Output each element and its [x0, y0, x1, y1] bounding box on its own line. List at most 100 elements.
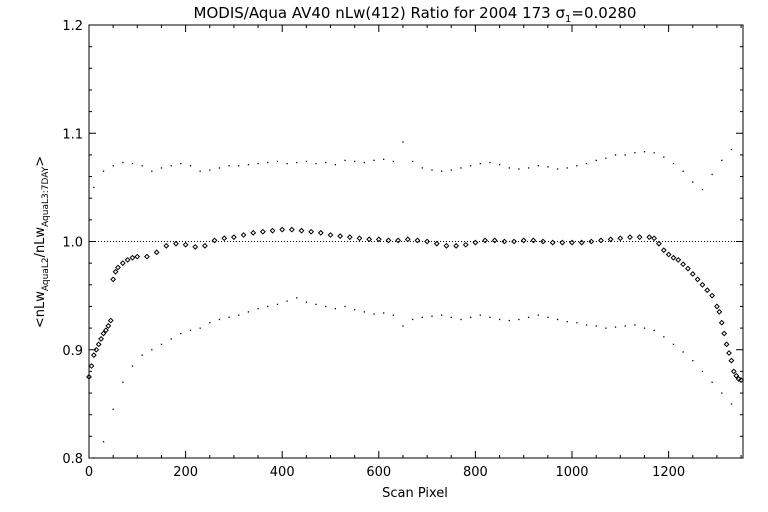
data-point-lower [614, 326, 617, 328]
data-point-lower [180, 332, 182, 335]
data-point-mean [646, 234, 653, 241]
data-point-mean [129, 254, 136, 261]
data-point-lower [238, 314, 240, 316]
data-point-mean [636, 234, 643, 241]
data-point-lower [692, 359, 694, 362]
data-point-mean [709, 292, 715, 299]
data-point-upper [131, 162, 134, 165]
data-point-mean [670, 254, 677, 261]
data-point-lower [228, 316, 230, 318]
chart-title: MODIS/Aqua AV40 nLw(412) Ratio for 2004 … [194, 4, 637, 25]
data-point-mean [182, 241, 189, 248]
data-point-upper [634, 152, 636, 154]
data-point-upper [672, 162, 675, 165]
data-point-mean [375, 236, 382, 243]
data-point-lower [527, 316, 530, 318]
data-point-mean [100, 330, 107, 337]
data-point-lower [363, 311, 366, 313]
data-point-mean [240, 232, 247, 238]
x-tick-label: 0 [85, 465, 93, 480]
data-point-mean [98, 336, 104, 342]
data-point-lower [296, 297, 298, 299]
data-point-mean [112, 268, 119, 275]
data-point-upper [373, 159, 375, 162]
data-point-lower [730, 403, 733, 405]
x-tick-label: 1200 [652, 465, 685, 480]
data-point-upper [498, 164, 501, 166]
data-point-upper [354, 160, 356, 163]
data-point-lower [286, 300, 288, 302]
y-tick-label: 1.2 [62, 19, 83, 34]
data-point-upper [93, 186, 95, 189]
data-point-lower [102, 441, 105, 443]
data-point-lower [479, 314, 481, 316]
data-point-mean [689, 271, 696, 277]
data-point-lower [141, 354, 143, 356]
data-point-upper [199, 170, 201, 172]
data-point-upper [238, 165, 240, 167]
data-point-lower [325, 305, 327, 308]
data-point-upper [547, 166, 549, 168]
data-point-mean [414, 237, 421, 244]
data-point-mean [730, 368, 737, 375]
data-point-upper [334, 164, 337, 166]
x-tick-label: 200 [173, 465, 198, 480]
data-point-lower [701, 370, 704, 373]
data-point-lower [595, 325, 597, 327]
y-tick-label: 0.8 [62, 452, 83, 467]
data-point-lower [547, 316, 549, 318]
data-point-mean [288, 226, 295, 233]
data-point-mean [90, 352, 97, 359]
data-point-upper [315, 162, 317, 165]
data-point-upper [151, 170, 153, 172]
data-point-mean [718, 319, 725, 326]
data-point-upper [692, 181, 694, 183]
data-point-lower [450, 316, 452, 318]
data-point-lower [682, 351, 684, 353]
data-point-upper [701, 188, 704, 191]
data-point-upper [141, 165, 143, 167]
data-point-lower [440, 314, 443, 316]
data-point-lower [585, 324, 588, 326]
data-point-mean [443, 242, 450, 249]
x-tick-label: 600 [366, 465, 391, 480]
data-point-lower [624, 325, 626, 327]
data-point-upper [460, 167, 462, 169]
data-point-mean [549, 239, 556, 246]
data-point-lower [122, 381, 124, 383]
data-point-upper [605, 157, 607, 159]
data-point-upper [518, 168, 520, 170]
data-point-mean [124, 256, 131, 263]
data-point-lower [498, 318, 501, 321]
data-point-upper [566, 167, 568, 169]
data-point-mean [385, 237, 392, 244]
data-point-lower [276, 303, 279, 305]
data-point-upper [711, 173, 713, 176]
data-point-upper [170, 165, 172, 167]
data-point-upper [653, 152, 655, 154]
data-point-upper [180, 162, 182, 165]
data-point-upper [102, 170, 105, 172]
data-point-mean [627, 234, 633, 241]
data-point-upper [286, 162, 288, 165]
data-point-mean [317, 229, 324, 236]
data-point-upper [576, 165, 578, 167]
data-point-lower [605, 327, 607, 329]
data-point-mean [482, 237, 488, 244]
data-point-upper [267, 161, 269, 164]
x-tick-label: 400 [270, 465, 295, 480]
data-point-mean [511, 238, 517, 245]
data-point-mean [119, 260, 126, 267]
data-point-upper [431, 169, 433, 171]
data-point-upper [247, 164, 250, 166]
data-point-mean [491, 237, 498, 244]
data-point-upper [730, 148, 733, 151]
data-point-upper [469, 165, 472, 167]
data-point-mean [462, 241, 469, 248]
data-point-lower [508, 319, 510, 322]
data-point-mean [501, 238, 508, 245]
data-point-mean [424, 238, 431, 245]
data-point-lower [160, 343, 163, 346]
data-point-upper [527, 167, 530, 169]
